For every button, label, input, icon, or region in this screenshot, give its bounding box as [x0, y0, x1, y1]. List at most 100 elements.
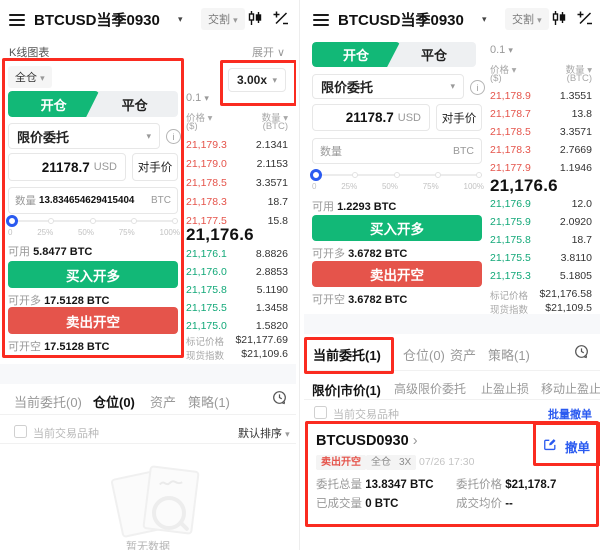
- tab-close-position[interactable]: 平仓: [421, 48, 448, 63]
- tab-open-orders[interactable]: 当前委托(1): [313, 348, 381, 363]
- ask-row[interactable]: 21,178.3 2.7669: [490, 144, 592, 156]
- sort-dropdown[interactable]: 默认排序 ▾: [238, 425, 290, 441]
- price-input[interactable]: 21178.7 USD: [312, 104, 430, 131]
- subtab-tp-sl[interactable]: 止盈止损: [481, 382, 530, 396]
- leverage-dropdown[interactable]: 3.00x ▾: [228, 68, 286, 92]
- ask-row[interactable]: 21,178.5 3.3571: [186, 177, 288, 189]
- bid-row[interactable]: 21,175.8 5.1190: [186, 284, 288, 296]
- expand-toggle[interactable]: 展开 ∨: [252, 47, 286, 59]
- tab-strategy[interactable]: 策略(1): [488, 348, 530, 363]
- ask-row[interactable]: 21,179.3 2.1341: [186, 139, 288, 151]
- chevron-down-icon: ▾: [233, 15, 238, 25]
- screenshot-left: BTCUSD当季0930 ▾ 交割 ▾ K线图表 展开 ∨ 全仓 ▾ 3.00x…: [0, 0, 296, 550]
- tab-close-position[interactable]: 平仓: [121, 97, 148, 113]
- ask-row[interactable]: 21,178.5 3.3571: [490, 126, 592, 138]
- bid-row[interactable]: 21,175.0 1.5820: [186, 320, 288, 332]
- amount-input[interactable]: 数量 BTC: [312, 138, 482, 164]
- max-buy-value: 3.6782 BTC: [348, 248, 408, 260]
- margin-mode-dropdown[interactable]: 全仓 ▾: [8, 66, 52, 88]
- market-type-dropdown[interactable]: 交割 ▾: [201, 8, 245, 30]
- history-icon[interactable]: [574, 344, 589, 359]
- bid-row[interactable]: 21,175.9 2.0920: [490, 216, 592, 228]
- quick-trade-icon[interactable]: [273, 10, 289, 26]
- slider-dot: [90, 218, 96, 224]
- empty-label: 暂无数据: [126, 541, 170, 550]
- buy-long-button[interactable]: 买入开多: [312, 215, 482, 241]
- bid-row[interactable]: 21,176.1 8.8826: [186, 248, 288, 260]
- order-avg-row: 成交均价 --: [456, 498, 513, 510]
- precision-dropdown[interactable]: 0.1 ▾: [490, 44, 513, 56]
- sell-short-button[interactable]: 卖出开空: [8, 307, 178, 334]
- tab-positions[interactable]: 仓位(0): [93, 395, 135, 410]
- symbol-title[interactable]: BTCUSD当季0930: [338, 12, 464, 29]
- margin-mode-label: 全仓: [15, 72, 37, 84]
- batch-cancel-button[interactable]: 批量撤单: [548, 409, 592, 421]
- bbo-price-button[interactable]: 对手价: [436, 104, 482, 131]
- bid-row[interactable]: 21,175.8 18.7: [490, 234, 592, 246]
- max-buy-row: 可开多 3.6782 BTC: [312, 245, 407, 261]
- qty-header[interactable]: 数量 ▾: [565, 65, 592, 76]
- bid-row[interactable]: 21,176.0 2.8853: [186, 266, 288, 278]
- buy-long-button[interactable]: 买入开多: [8, 261, 178, 288]
- tab-assets[interactable]: 资产: [150, 395, 177, 410]
- menu-icon[interactable]: [313, 14, 329, 26]
- ask-row[interactable]: 21,178.7 13.8: [490, 108, 592, 120]
- history-icon[interactable]: [272, 390, 287, 405]
- ask-row[interactable]: 21,179.0 2.1153: [186, 158, 288, 170]
- amount-slider[interactable]: [310, 169, 482, 182]
- bid-row[interactable]: 21,175.3 5.1805: [490, 270, 592, 282]
- price-input[interactable]: 21178.7 USD: [8, 153, 126, 181]
- slider-dot: [435, 172, 441, 178]
- amount-input[interactable]: 数量 13.834654629415404 BTC: [8, 187, 178, 214]
- candlestick-chart-icon[interactable]: [247, 10, 263, 26]
- menu-icon[interactable]: [9, 14, 25, 26]
- sell-short-button[interactable]: 卖出开空: [312, 261, 482, 287]
- cancel-order-button[interactable]: 撤单: [565, 441, 591, 455]
- slider-thumb[interactable]: [310, 169, 322, 181]
- qty-unit-header: (BTC): [566, 73, 592, 84]
- tab-open-orders[interactable]: 当前委托(0): [14, 395, 82, 410]
- tab-assets[interactable]: 资产: [450, 348, 477, 363]
- filter-checkbox[interactable]: [314, 406, 327, 419]
- subtab-advanced-limit[interactable]: 高级限价委托: [394, 382, 467, 396]
- price-header[interactable]: 价格 ▾: [186, 113, 213, 124]
- tab-open-position[interactable]: 开仓: [312, 42, 400, 67]
- market-type-dropdown[interactable]: 交割 ▾: [505, 8, 549, 30]
- slider-thumb[interactable]: [6, 215, 18, 227]
- order-type-dropdown[interactable]: 限价委托 ▾: [312, 74, 464, 99]
- ask-row[interactable]: 21,177.5 15.8: [186, 215, 288, 227]
- info-icon[interactable]: i: [470, 80, 485, 95]
- slider-label: 50%: [381, 182, 398, 191]
- symbol-title[interactable]: BTCUSD当季0930: [34, 12, 160, 29]
- ask-row[interactable]: 21,177.9 1.1946: [490, 162, 592, 174]
- bid-row[interactable]: 21,175.5 3.8110: [490, 252, 592, 264]
- mark-price-row: 标记价格 $21,176.58: [490, 288, 592, 302]
- tab-open-position[interactable]: 开仓: [8, 91, 99, 117]
- edit-order-icon[interactable]: [543, 437, 557, 451]
- qty-header[interactable]: 数量 ▾: [261, 113, 288, 124]
- price-header[interactable]: 价格 ▾: [490, 65, 517, 76]
- bid-row[interactable]: 21,176.9 12.0: [490, 198, 592, 210]
- max-buy-label: 可开多: [8, 295, 41, 307]
- bbo-price-button[interactable]: 对手价: [132, 153, 178, 181]
- order-symbol[interactable]: BTCUSD0930 ›: [316, 433, 418, 449]
- precision-dropdown[interactable]: 0.1 ▾: [186, 92, 209, 104]
- last-price[interactable]: 21,176.6: [490, 176, 558, 195]
- ask-row[interactable]: 21,178.9 1.3551: [490, 90, 592, 102]
- filter-checkbox[interactable]: [14, 425, 27, 438]
- subtab-trailing[interactable]: 移动止盈止损: [541, 382, 600, 396]
- candlestick-chart-icon[interactable]: [551, 10, 567, 26]
- chevron-down-icon: ▾: [40, 73, 45, 83]
- tab-positions[interactable]: 仓位(0): [403, 348, 445, 363]
- order-type-dropdown[interactable]: 限价委托 ▾: [8, 123, 160, 149]
- bid-row[interactable]: 21,175.5 1.3458: [186, 302, 288, 314]
- kline-label: K线图表: [9, 47, 50, 59]
- tab-strategy[interactable]: 策略(1): [188, 395, 230, 410]
- last-price[interactable]: 21,176.6: [186, 225, 254, 244]
- info-icon[interactable]: i: [166, 129, 181, 144]
- amount-label: 数量: [15, 195, 36, 207]
- amount-slider[interactable]: [6, 215, 178, 228]
- subtab-limit-market[interactable]: 限价|市价(1): [312, 384, 381, 398]
- ask-row[interactable]: 21,178.3 18.7: [186, 196, 288, 208]
- quick-trade-icon[interactable]: [577, 10, 593, 26]
